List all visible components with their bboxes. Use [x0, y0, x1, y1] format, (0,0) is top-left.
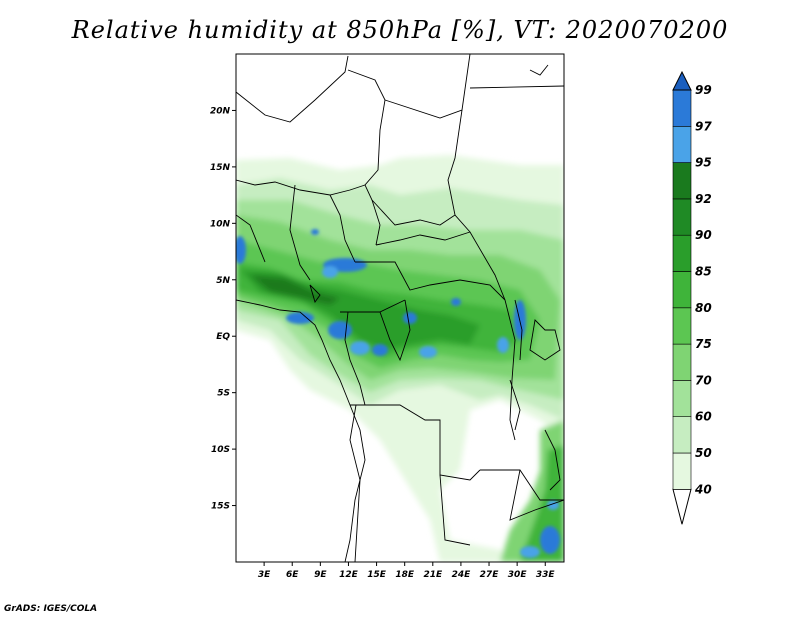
colorbar-box [672, 162, 692, 200]
rh-spot [311, 229, 319, 235]
colorbar-box [672, 126, 692, 163]
lon-tick-label: 3E [258, 570, 271, 580]
lon-tick-label: 18E [395, 570, 415, 580]
colorbar-label: 95 [695, 156, 712, 170]
lat-tick-label: 15S [211, 502, 230, 512]
credit-text: GrADS: IGES/COLA [4, 604, 98, 614]
lon-tick-label: 33E [536, 570, 556, 580]
lon-tick-label: 21E [423, 570, 443, 580]
lat-tick-label: EQ [216, 332, 230, 342]
lon-tick-label: 24E [452, 570, 472, 580]
colorbar-label: 92 [695, 192, 712, 206]
lat-tick-label: 5S [217, 389, 230, 399]
rh-spot [451, 298, 461, 306]
colorbar-label: 40 [694, 482, 712, 496]
humidity-field [236, 54, 564, 562]
colorbar-label: 97 [695, 119, 712, 133]
rh-spot [372, 344, 388, 356]
latitude-axis: 20N 15N 10N 5N EQ 5S 10S 15S [210, 106, 236, 512]
rh-spot [520, 546, 540, 558]
colorbar-box [672, 343, 692, 381]
colorbar-upper-arrow [672, 70, 692, 91]
colorbar-box [672, 198, 692, 236]
chart-title: Relative humidity at 850hPa [%], VT: 202… [71, 16, 729, 44]
colorbar: 40 50 60 70 75 80 85 90 92 95 97 99 [672, 70, 712, 525]
lat-tick-label: 20N [210, 106, 231, 116]
colorbar-box [672, 271, 692, 309]
lon-tick-label: 30E [508, 570, 528, 580]
colorbar-box [672, 234, 692, 272]
colorbar-label: 75 [695, 337, 712, 351]
lon-tick-label: 15E [367, 570, 387, 580]
colorbar-box [672, 380, 692, 417]
political-boundaries [236, 54, 564, 562]
colorbar-label: 99 [695, 83, 712, 97]
colorbar-box [672, 452, 692, 490]
lat-tick-label: 10N [210, 219, 231, 229]
lon-tick-label: 12E [339, 570, 359, 580]
colorbar-label: 70 [695, 373, 712, 387]
lon-tick-label: 9E [314, 570, 327, 580]
colorbar-lower-arrow [672, 488, 692, 525]
rh-spot [419, 346, 437, 358]
rh-spot [236, 236, 246, 264]
rh-spot [350, 341, 370, 355]
longitude-axis: 3E 6E 9E 12E 15E 18E 21E 24E 27E 30E 33E [258, 562, 556, 580]
map-frame [235, 53, 565, 563]
colorbar-label: 90 [695, 228, 712, 242]
rh-spot [403, 312, 417, 324]
rh-spot [497, 337, 509, 353]
rh-spot [328, 321, 352, 339]
colorbar-box [672, 307, 692, 345]
rh-spot [540, 526, 560, 554]
lon-tick-label: 27E [480, 570, 500, 580]
lon-tick-label: 6E [286, 570, 299, 580]
colorbar-label: 60 [695, 410, 712, 424]
lat-tick-label: 5N [216, 276, 230, 286]
rh-band-92 [250, 275, 340, 305]
colorbar-box [672, 416, 692, 454]
rh-spot [322, 266, 338, 278]
colorbar-label: 50 [695, 446, 712, 460]
colorbar-box [672, 89, 692, 127]
lat-tick-label: 15N [210, 163, 231, 173]
colorbar-label: 85 [695, 265, 712, 279]
rh-spot [286, 312, 314, 324]
colorbar-label: 80 [695, 301, 712, 315]
lat-tick-label: 10S [211, 445, 230, 455]
